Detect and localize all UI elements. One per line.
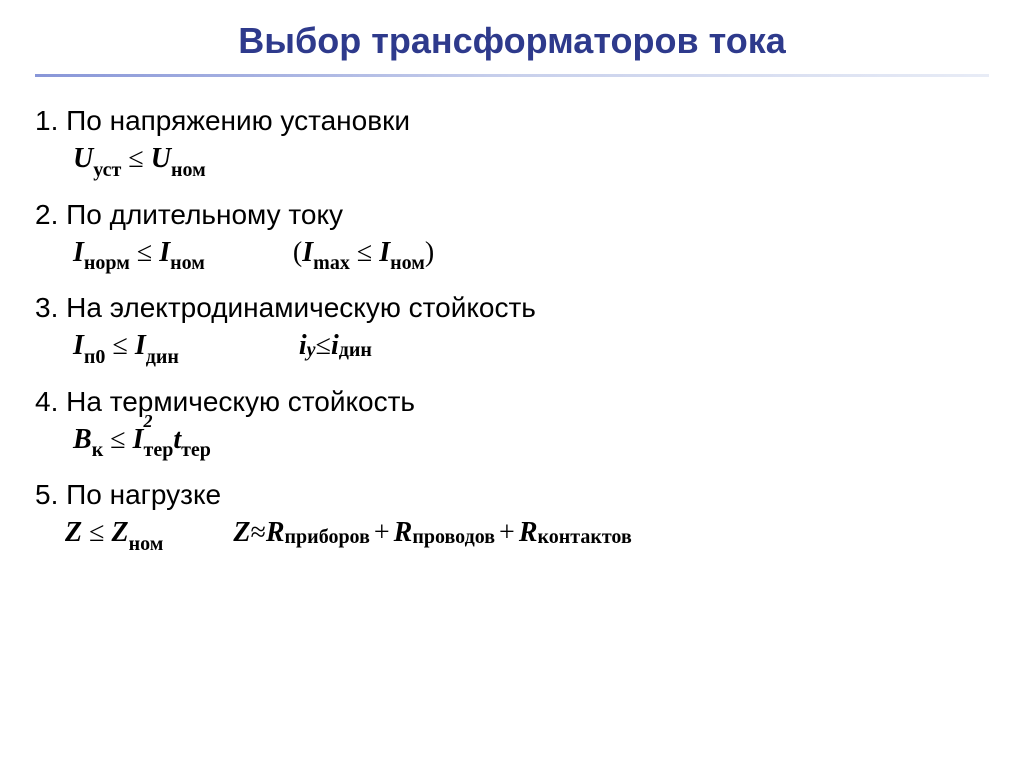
item-4: 4. На термическую стойкость Bк ≤ I2терtт… <box>35 386 989 462</box>
item-3: 3. На электродинамическую стойкость Iп0 … <box>35 292 989 368</box>
item-2: 2. По длительному току Iнорм ≤ Iном (Ima… <box>35 199 989 275</box>
item-3-heading: 3. На электродинамическую стойкость <box>35 292 989 324</box>
item-4-formula: Bк ≤ I2терtтер <box>35 422 989 462</box>
slide-title: Выбор трансформаторов тока <box>35 20 989 62</box>
title-underline <box>35 74 989 77</box>
item-5-formula: Z ≤ Zном Z ≈ Rприборов + Rпроводов + Rко… <box>35 515 989 555</box>
item-2-formula: Iнорм ≤ Iном (Imax ≤ Iном) <box>35 235 989 275</box>
item-4-heading: 4. На термическую стойкость <box>35 386 989 418</box>
item-2-heading: 2. По длительному току <box>35 199 989 231</box>
item-5: 5. По нагрузке Z ≤ Zном Z ≈ Rприборов + … <box>35 479 989 555</box>
item-5-heading: 5. По нагрузке <box>35 479 989 511</box>
item-1: 1. По напряжению установки Uуст ≤ Uном <box>35 105 989 181</box>
item-1-formula: Uуст ≤ Uном <box>35 141 989 181</box>
item-3-formula: Iп0 ≤ Iдин iy ≤ iдин <box>35 328 989 368</box>
item-1-heading: 1. По напряжению установки <box>35 105 989 137</box>
